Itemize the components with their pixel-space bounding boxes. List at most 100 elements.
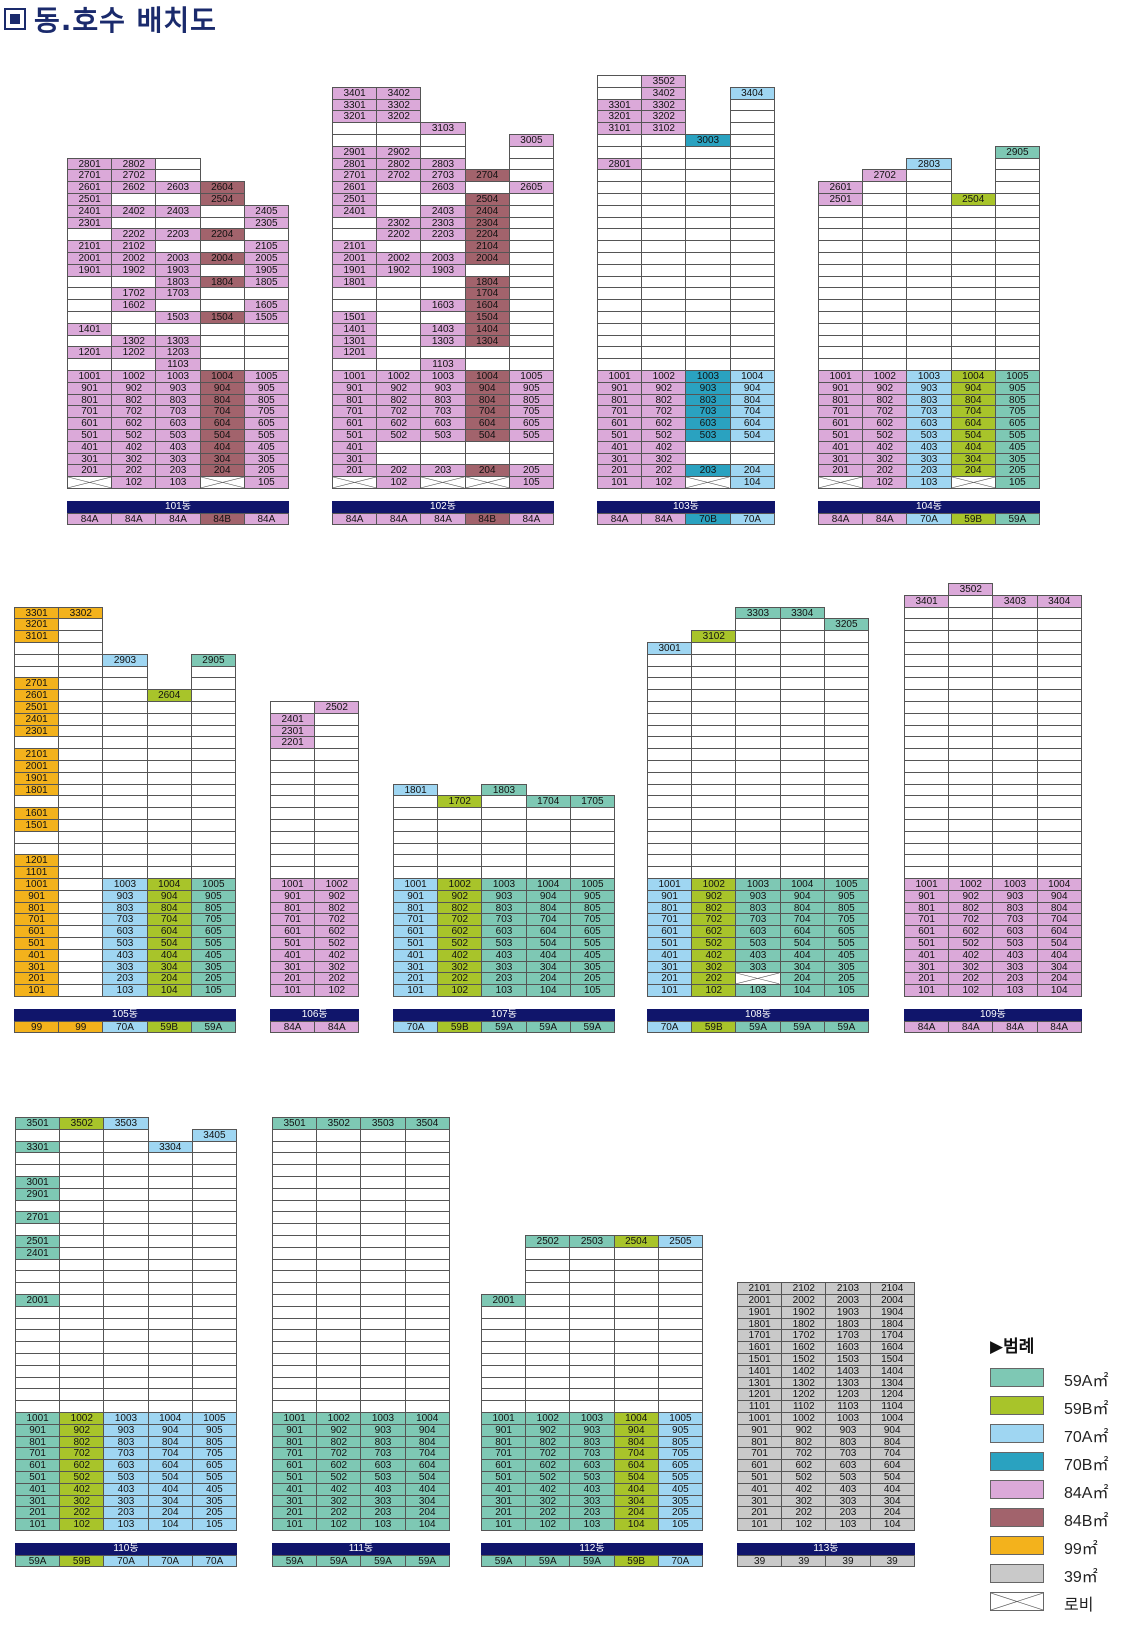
unit-cell: 605	[823, 925, 869, 938]
unit-cell: 601	[818, 417, 864, 430]
unit-cell: 502	[59, 1471, 105, 1484]
empty-cell	[818, 334, 864, 348]
empty-cell	[735, 701, 781, 714]
empty-cell	[404, 1164, 450, 1177]
empty-cell	[735, 618, 781, 632]
empty-cell	[508, 193, 554, 206]
unit-type-cell: 84A	[155, 513, 201, 525]
empty-cell	[906, 322, 952, 336]
unit-type-cell: 59A	[823, 1021, 869, 1033]
unit-cell: 1704	[869, 1329, 915, 1343]
unit-cell: 202	[641, 464, 687, 478]
unit-cell: 1004	[613, 1412, 659, 1425]
unit-cell: 2005	[243, 252, 289, 265]
empty-cell	[376, 287, 422, 301]
unit-cell: 701	[270, 913, 316, 927]
empty-cell	[270, 760, 316, 773]
empty-cell	[270, 748, 316, 761]
unit-cell: 3404	[1036, 594, 1082, 608]
unit-cell: 301	[818, 452, 864, 466]
empty-cell	[146, 854, 192, 868]
empty-cell	[146, 819, 192, 832]
unit-cell: 3304	[779, 606, 825, 620]
unit-cell: 1602	[781, 1341, 827, 1354]
empty-cell	[420, 275, 466, 289]
empty-cell	[1036, 606, 1082, 620]
empty-cell	[111, 322, 157, 336]
empty-cell	[950, 334, 996, 348]
unit-cell: 503	[992, 937, 1038, 950]
empty-cell	[404, 1282, 450, 1295]
unit-cell: 2502	[525, 1235, 571, 1248]
empty-cell	[316, 1376, 362, 1390]
empty-cell	[102, 830, 148, 844]
empty-cell	[613, 1270, 659, 1284]
empty-cell	[376, 334, 422, 348]
empty-cell	[191, 1187, 237, 1201]
unit-cell: 203	[825, 1506, 871, 1520]
empty-cell	[647, 760, 693, 773]
unit-cell: 1904	[869, 1305, 915, 1319]
empty-cell	[58, 795, 104, 809]
empty-cell	[270, 866, 316, 879]
unit-cell: 205	[243, 464, 289, 478]
unit-cell: 204	[869, 1506, 915, 1520]
empty-cell	[569, 842, 615, 856]
empty-cell	[569, 1270, 615, 1284]
unit-cell: 1901	[332, 263, 378, 277]
unit-cell: 705	[243, 405, 289, 419]
empty-cell	[647, 854, 693, 868]
empty-cell	[992, 630, 1038, 643]
empty-cell	[59, 1364, 105, 1378]
empty-cell	[272, 1258, 318, 1272]
empty-cell	[779, 842, 825, 856]
unit-type-cell: 59A	[525, 1555, 571, 1567]
empty-cell	[111, 311, 157, 324]
empty-cell	[103, 1317, 149, 1331]
unit-cell: 3502	[948, 583, 994, 596]
legend-item: 39㎡	[990, 1560, 1140, 1588]
unit-cell: 901	[597, 381, 643, 395]
unit-cell: 2303	[420, 216, 466, 230]
unit-cell: 203	[992, 972, 1038, 986]
empty-cell	[818, 263, 864, 277]
empty-cell	[508, 263, 554, 277]
empty-cell	[147, 1341, 193, 1354]
empty-cell	[818, 311, 864, 324]
empty-cell	[525, 1341, 571, 1354]
unit-cell: 2501	[818, 193, 864, 206]
empty-cell	[67, 334, 113, 348]
unit-cell: 501	[332, 429, 378, 442]
legend-swatch	[990, 1592, 1044, 1611]
unit-cell: 503	[420, 429, 466, 442]
empty-cell	[735, 830, 781, 844]
unit-cell: 1005	[190, 878, 236, 891]
empty-cell	[569, 1364, 615, 1378]
unit-cell: 1504	[199, 311, 245, 324]
unit-cell: 401	[14, 948, 60, 962]
empty-cell	[272, 1329, 318, 1343]
lobby-cell	[67, 476, 113, 489]
empty-cell	[481, 866, 527, 879]
unit-cell: 1403	[825, 1364, 871, 1378]
empty-cell	[146, 866, 192, 879]
unit-cell: 2701	[332, 169, 378, 183]
unit-cell: 501	[647, 937, 693, 950]
unit-cell: 2102	[781, 1282, 827, 1295]
unit-cell: 402	[691, 948, 737, 962]
empty-cell	[199, 334, 245, 348]
unit-cell: 1003	[992, 878, 1038, 891]
unit-cell: 705	[190, 913, 236, 927]
unit-cell: 1001	[904, 878, 950, 891]
unit-cell: 3102	[641, 122, 687, 135]
unit-type-cell: 84B	[464, 513, 510, 525]
unit-cell: 1004	[147, 1412, 193, 1425]
unit-cell: 2401	[15, 1246, 61, 1260]
unit-cell: 1104	[869, 1400, 915, 1413]
empty-cell	[58, 937, 104, 950]
empty-cell	[67, 287, 113, 301]
empty-cell	[103, 1329, 149, 1343]
empty-cell	[525, 1388, 571, 1402]
empty-cell	[376, 193, 422, 206]
empty-cell	[779, 677, 825, 691]
